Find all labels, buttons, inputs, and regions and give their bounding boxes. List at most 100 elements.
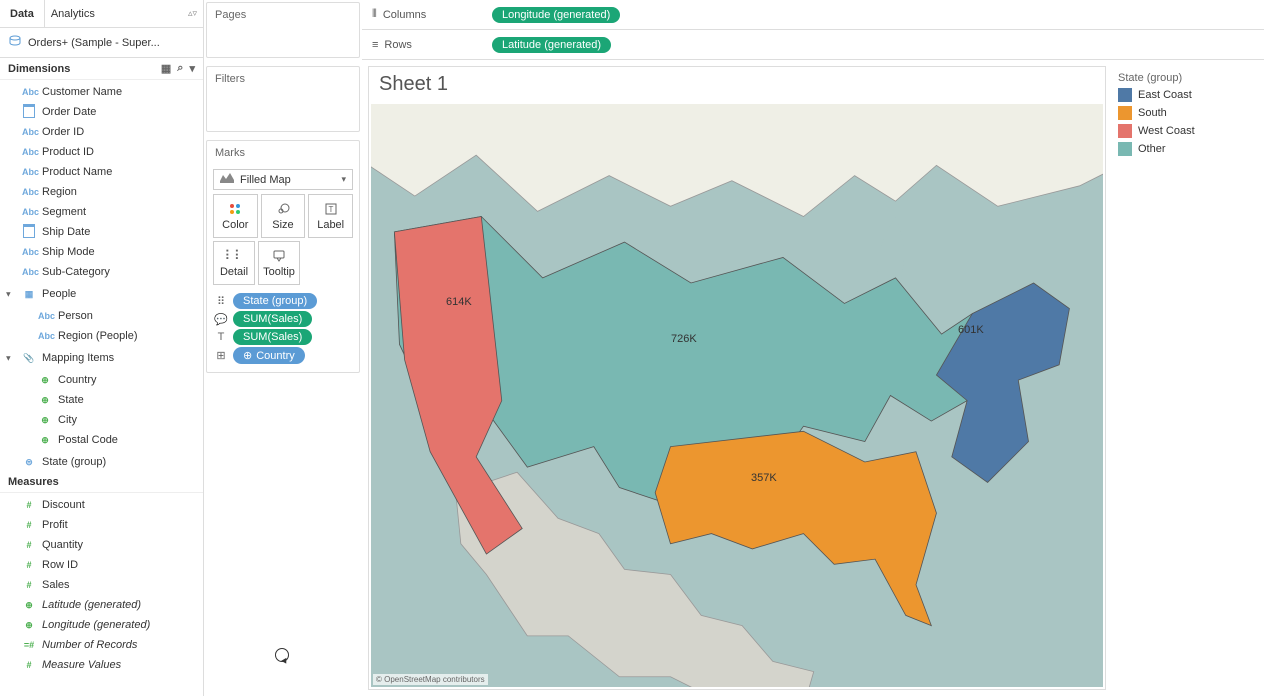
- globe-icon: ⊕: [22, 620, 36, 631]
- filters-card[interactable]: Filters: [207, 67, 359, 91]
- group-mapping[interactable]: 📎 Mapping Items: [0, 348, 203, 368]
- field-item[interactable]: Ship Date: [0, 222, 203, 242]
- legend-label: Other: [1138, 143, 1166, 155]
- field-item[interactable]: ⊕ Latitude (generated): [0, 595, 203, 615]
- field-label: City: [58, 414, 77, 426]
- field-label: Order Date: [42, 106, 96, 118]
- abc-icon: Abc: [22, 127, 36, 137]
- field-label: Row ID: [42, 559, 78, 571]
- rows-shelf[interactable]: Latitude (generated): [486, 37, 1264, 53]
- menu-icon[interactable]: ▾: [189, 62, 195, 75]
- abc-icon: Abc: [22, 87, 36, 97]
- field-label: Person: [58, 310, 93, 322]
- mark-color-button[interactable]: Color: [213, 194, 258, 238]
- mark-pill[interactable]: ⊕ Country: [233, 347, 305, 364]
- geo-indicator-icon: ⊕: [243, 349, 252, 362]
- field-label: Ship Mode: [42, 246, 95, 258]
- field-item[interactable]: AbcProduct Name: [0, 162, 203, 182]
- field-item[interactable]: #Quantity: [0, 535, 203, 555]
- field-label: Customer Name: [42, 86, 122, 98]
- mark-pill[interactable]: SUM(Sales): [233, 329, 312, 345]
- mark-pill[interactable]: SUM(Sales): [233, 311, 312, 327]
- mark-pill-row[interactable]: ⠿State (group): [213, 293, 353, 309]
- tab-analytics[interactable]: Analytics ▵▿: [44, 0, 203, 27]
- sheet-title[interactable]: Sheet 1: [369, 67, 1105, 102]
- globe-icon: ⊕: [38, 415, 52, 426]
- columns-shelf[interactable]: Longitude (generated): [486, 7, 1264, 23]
- field-item[interactable]: Order Date: [0, 102, 203, 122]
- map-viz[interactable]: © OpenStreetMap contributors 614K357K601…: [371, 104, 1103, 687]
- field-item[interactable]: ⊕ City: [0, 410, 203, 430]
- number-icon: #: [22, 520, 36, 530]
- mark-size-button[interactable]: Size: [261, 194, 306, 238]
- tooltip-icon: [272, 248, 286, 264]
- abc-icon: Abc: [22, 207, 36, 217]
- field-item[interactable]: # Profit: [0, 515, 203, 535]
- tab-data[interactable]: Data: [0, 2, 44, 26]
- legend-item[interactable]: East Coast: [1112, 86, 1258, 104]
- columns-shelf-label: ⦀Columns: [362, 8, 486, 21]
- field-label: Latitude (generated): [42, 599, 141, 611]
- field-item[interactable]: =#Number of Records: [0, 635, 203, 655]
- field-label: Profit: [42, 519, 68, 531]
- field-item[interactable]: #Measure Values: [0, 655, 203, 675]
- legend-label: West Coast: [1138, 125, 1195, 137]
- mark-label-button[interactable]: TLabel: [308, 194, 353, 238]
- field-label: Region (People): [58, 330, 138, 342]
- field-item[interactable]: AbcShip Mode: [0, 242, 203, 262]
- field-item[interactable]: AbcSub-Category: [0, 262, 203, 282]
- field-item[interactable]: ⊕State: [0, 390, 203, 410]
- field-label: Measure Values: [42, 659, 121, 671]
- field-item[interactable]: #Discount: [0, 495, 203, 515]
- field-label: Region: [42, 186, 77, 198]
- field-label: Sales: [42, 579, 70, 591]
- mark-encoding-icon: T: [213, 331, 229, 343]
- field-state-group[interactable]: ⊜ State (group): [0, 452, 203, 472]
- field-label: Longitude (generated): [42, 619, 150, 631]
- legend-swatch: [1118, 106, 1132, 120]
- field-item[interactable]: #Sales: [0, 575, 203, 595]
- mark-pill-row[interactable]: 💬SUM(Sales): [213, 311, 353, 327]
- field-item[interactable]: Abc Customer Name: [0, 82, 203, 102]
- mark-pill-row[interactable]: ⊞⊕ Country: [213, 347, 353, 364]
- field-item[interactable]: ⊕Country: [0, 370, 203, 390]
- pages-card[interactable]: Pages: [207, 3, 359, 27]
- legend-item[interactable]: West Coast: [1112, 122, 1258, 140]
- mark-pill[interactable]: State (group): [233, 293, 317, 309]
- field-item[interactable]: #Row ID: [0, 555, 203, 575]
- marks-card-title: Marks: [207, 141, 359, 165]
- legend-item[interactable]: South: [1112, 104, 1258, 122]
- field-item[interactable]: Abc Segment: [0, 202, 203, 222]
- group-people[interactable]: ▦ People: [0, 284, 203, 304]
- search-icon[interactable]: ⌕: [177, 62, 183, 75]
- view-grid-icon[interactable]: ▦: [161, 62, 171, 75]
- date-icon: [22, 104, 36, 120]
- svg-text:T: T: [328, 205, 333, 214]
- legend-item[interactable]: Other: [1112, 140, 1258, 158]
- field-item[interactable]: ⊕Postal Code: [0, 430, 203, 450]
- field-item[interactable]: AbcRegion (People): [0, 326, 203, 346]
- mark-tooltip-button[interactable]: Tooltip: [258, 241, 300, 285]
- rows-pill[interactable]: Latitude (generated): [492, 37, 611, 53]
- table-icon: ▦: [22, 289, 36, 300]
- field-item[interactable]: ⊕ Longitude (generated): [0, 615, 203, 635]
- mark-pill-row[interactable]: T SUM(Sales): [213, 329, 353, 345]
- columns-icon: ⦀: [372, 8, 377, 21]
- globe-icon: ⊕: [22, 600, 36, 611]
- datasource-item[interactable]: Orders+ (Sample - Super...: [0, 28, 203, 58]
- mark-detail-button[interactable]: ⠇⠇Detail: [213, 241, 255, 285]
- field-item[interactable]: AbcOrder ID: [0, 122, 203, 142]
- abc-icon: Abc: [38, 311, 52, 321]
- field-label: Number of Records: [42, 639, 137, 651]
- field-label: State: [58, 394, 84, 406]
- field-item[interactable]: AbcRegion: [0, 182, 203, 202]
- dropdown-icon: ▵▿: [188, 8, 197, 19]
- field-item[interactable]: Abc Person: [0, 306, 203, 326]
- field-item[interactable]: AbcProduct ID: [0, 142, 203, 162]
- legend-swatch: [1118, 124, 1132, 138]
- field-label: Segment: [42, 206, 86, 218]
- mark-type-select[interactable]: Filled Map: [213, 169, 353, 190]
- field-label: Product Name: [42, 166, 112, 178]
- field-label: Sub-Category: [42, 266, 110, 278]
- columns-pill[interactable]: Longitude (generated): [492, 7, 620, 23]
